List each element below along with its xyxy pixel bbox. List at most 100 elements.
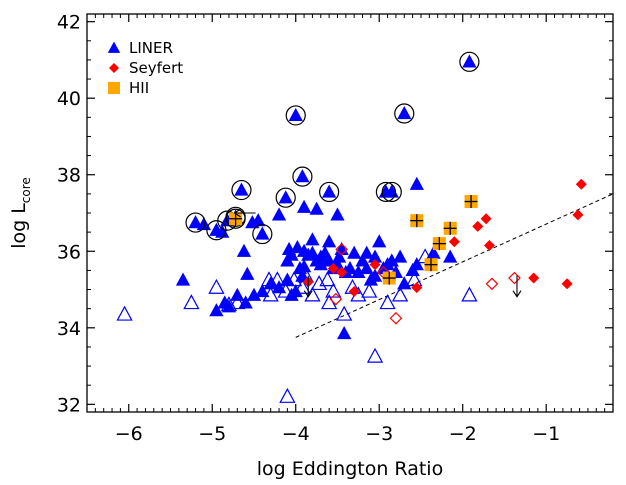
data-points (116, 51, 587, 403)
liner-point (337, 326, 352, 340)
seyfert-point (336, 266, 348, 278)
liner-point (255, 226, 270, 240)
liner-open-point (208, 278, 225, 294)
seyfert-open-point (335, 243, 348, 256)
liner-circled-marker (231, 179, 252, 201)
liner-point (367, 268, 383, 282)
seyfert-point (411, 282, 423, 294)
legend: LINER Seyfert HII (107, 39, 183, 97)
liner-point (296, 199, 312, 213)
liner-point (305, 232, 320, 246)
liner-point (426, 245, 441, 259)
liner-point (409, 257, 424, 271)
liner-point (313, 257, 328, 271)
legend-label-hii: HII (129, 79, 149, 97)
liner-open-point (183, 294, 200, 310)
liner-circled-marker (394, 103, 415, 124)
liner-point (288, 107, 303, 122)
liner-point (309, 201, 324, 215)
liner-point (221, 299, 237, 313)
liner-open-point (229, 294, 246, 310)
seyfert-point (472, 220, 484, 232)
liner-point (240, 266, 255, 280)
seyfert-point (327, 262, 339, 274)
liner-open-point (391, 286, 409, 302)
y-tick-label: 34 (57, 318, 81, 340)
y-tick-label: 40 (57, 88, 81, 110)
liner-point (351, 264, 366, 278)
liner-circled-marker (381, 181, 402, 203)
x-tick-label: −4 (282, 423, 310, 445)
liner-point (367, 249, 383, 263)
liner-open-point (325, 282, 342, 298)
liner-point (234, 182, 249, 196)
liner-point (288, 283, 303, 298)
y-tick-label: 36 (57, 241, 81, 263)
liner-point (342, 260, 358, 275)
liner-circled-marker (185, 212, 206, 233)
legend-marker-seyfert (109, 63, 119, 73)
y-tick-label: 42 (57, 12, 81, 34)
liner-point (322, 234, 337, 248)
liner-point (296, 259, 312, 273)
liner-point (296, 243, 312, 257)
liner-point (238, 295, 253, 309)
seyfert-point (561, 278, 573, 290)
liner-point (175, 272, 191, 286)
x-tick-label: −6 (115, 423, 143, 445)
liner-point (372, 234, 387, 248)
seyfert-point (480, 213, 492, 225)
seyfert-point (575, 178, 587, 190)
reference-line (295, 193, 614, 338)
upper-limit-arrowhead (303, 290, 313, 298)
liner-point (295, 268, 310, 282)
liner-point (236, 243, 252, 257)
liner-circled-marker (275, 187, 296, 208)
y-axis-label-subscript: core (19, 177, 33, 203)
legend-label-liner: LINER (129, 39, 173, 57)
liner-point (322, 184, 337, 198)
liner-open-point (310, 275, 328, 291)
liner-point (384, 253, 399, 267)
liner-point (278, 190, 293, 204)
seyfert-point (572, 209, 584, 221)
liner-point (397, 276, 412, 290)
axis-labels: log Eddington Ratio log Lcore (8, 177, 443, 480)
axis-ticks: −6 −5 −4 −3 −2 −1 32 34 36 38 40 42 (57, 12, 614, 445)
liner-open-point (361, 282, 378, 298)
liner-open-point (304, 286, 321, 302)
liner-open-point (116, 305, 133, 321)
liner-point (230, 287, 245, 301)
x-axis-label: log Eddington Ratio (257, 458, 443, 480)
liner-circled-marker (252, 223, 273, 245)
liner-point (332, 249, 347, 263)
liner-open-point (366, 347, 384, 363)
liner-point (271, 280, 287, 294)
y-tick-label: 32 (57, 394, 81, 416)
seyfert-point (448, 236, 460, 248)
liner-circled-marker (319, 181, 340, 203)
x-tick-label: −5 (198, 423, 226, 445)
seyfert-point (369, 259, 381, 271)
liner-point (251, 213, 266, 227)
y-axis-label-main: log L (8, 203, 30, 249)
liner-circled-marker (375, 181, 397, 203)
y-tick-label: 38 (57, 165, 81, 187)
liner-open-point (294, 278, 311, 294)
seyfert-open-point (485, 277, 499, 291)
reference-line-layer (295, 193, 614, 338)
liner-point (347, 245, 362, 259)
y-axis-label: log Lcore (8, 177, 33, 249)
seyfert-open-point (389, 311, 403, 325)
upper-limit-arrowhead (512, 290, 522, 298)
x-tick-label: −1 (532, 423, 560, 445)
hii-circled-marker (225, 208, 246, 229)
liner-point (392, 249, 408, 263)
liner-point (359, 260, 374, 275)
x-tick-label: −2 (449, 423, 477, 445)
liner-point (255, 283, 270, 298)
left-limit-arrowhead (233, 208, 241, 218)
liner-circled-marker (459, 51, 480, 72)
liner-point (313, 249, 328, 263)
